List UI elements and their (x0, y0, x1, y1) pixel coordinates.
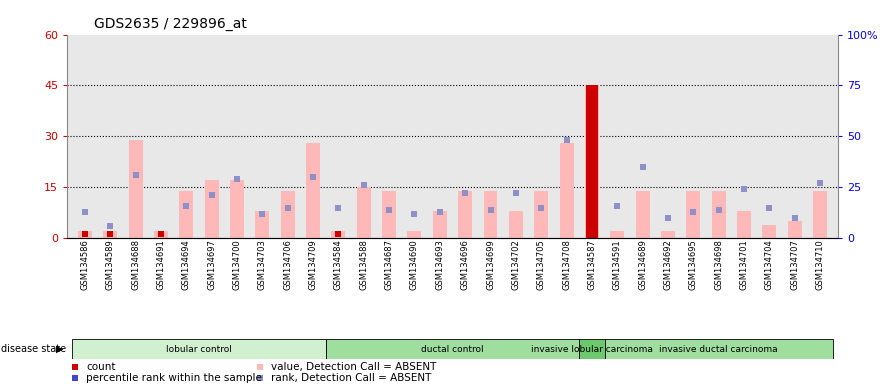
Bar (73, 339, 326, 359)
Bar (579, 339, 605, 359)
Text: rank, Detection Call = ABSENT: rank, Detection Call = ABSENT (271, 373, 432, 383)
Bar (280, 190, 295, 238)
Bar (230, 180, 244, 238)
Bar (661, 231, 675, 238)
Text: GDS2635 / 229896_at: GDS2635 / 229896_at (94, 17, 247, 31)
Bar (408, 231, 421, 238)
Bar (433, 211, 447, 238)
Bar (306, 143, 320, 238)
Bar (458, 190, 472, 238)
Bar (255, 211, 270, 238)
Bar (204, 180, 219, 238)
Text: invasive lobular carcinoma: invasive lobular carcinoma (531, 344, 653, 354)
Bar (813, 190, 827, 238)
Bar (509, 211, 523, 238)
Bar (103, 231, 117, 238)
Text: count: count (86, 362, 116, 372)
Text: disease state: disease state (1, 344, 66, 354)
Bar (129, 140, 142, 238)
Bar (78, 231, 92, 238)
Bar (382, 190, 396, 238)
Bar (179, 190, 194, 238)
Text: ▶: ▶ (56, 344, 64, 354)
Bar (605, 339, 832, 359)
Bar (154, 231, 168, 238)
Bar (484, 190, 497, 238)
Text: percentile rank within the sample: percentile rank within the sample (86, 373, 263, 383)
Bar (534, 190, 548, 238)
Text: lobular control: lobular control (166, 344, 232, 354)
Text: ductal control: ductal control (421, 344, 484, 354)
Bar (788, 221, 802, 238)
Bar (762, 225, 776, 238)
Bar (560, 143, 573, 238)
Text: invasive ductal carcinoma: invasive ductal carcinoma (659, 344, 778, 354)
Bar (635, 190, 650, 238)
Bar (586, 86, 598, 238)
Bar (332, 231, 345, 238)
Bar (585, 86, 599, 238)
Bar (326, 339, 579, 359)
Bar (711, 190, 726, 238)
Bar (686, 190, 701, 238)
Text: value, Detection Call = ABSENT: value, Detection Call = ABSENT (271, 362, 436, 372)
Bar (610, 231, 625, 238)
Bar (737, 211, 751, 238)
Bar (357, 187, 371, 238)
